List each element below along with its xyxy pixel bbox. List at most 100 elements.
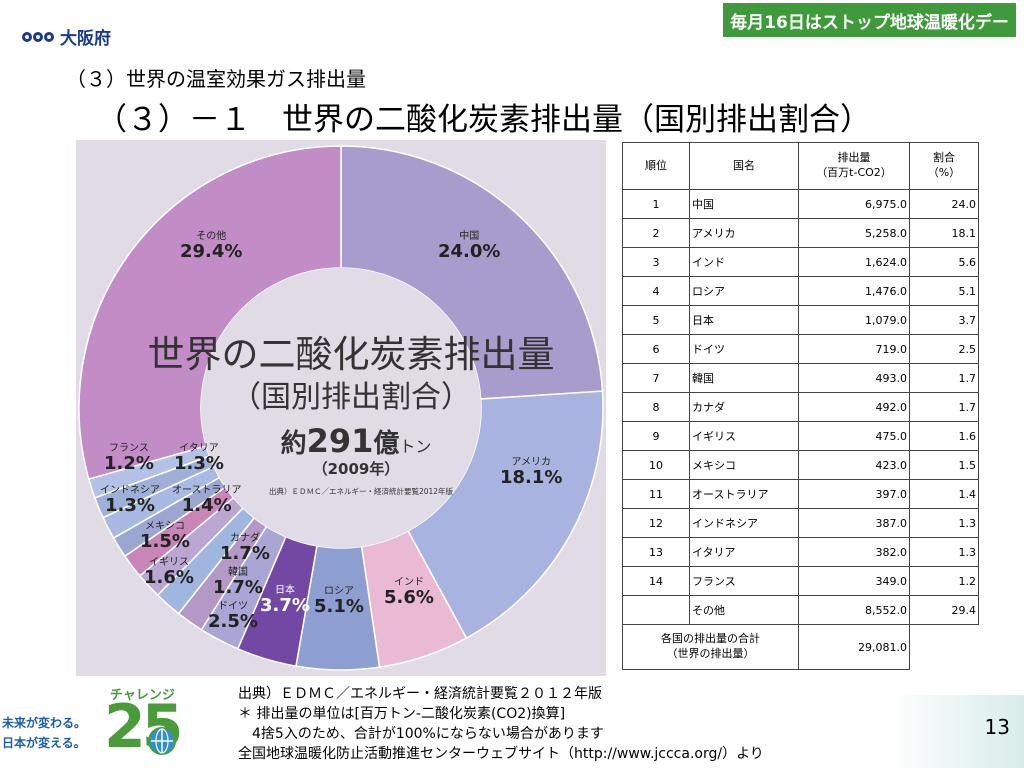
cell-amount: 475.0 [798,421,910,451]
table-row: 6 ドイツ 719.0 2.5 [622,334,979,364]
table-row: 5 日本 1,079.0 3.7 [622,305,979,335]
label-france: フランス 1.2% [104,443,154,474]
cell-country: イギリス [689,421,799,451]
cell-share: 1.3 [909,537,979,567]
cell-share: 18.1 [909,218,979,248]
page-title: （３）－１ 世界の二酸化炭素排出量（国別排出割合） [96,102,871,138]
cell-share: 1.7 [909,363,979,393]
cell-amount: 493.0 [798,363,910,393]
cell-country: フランス [689,566,799,596]
header-country: 国名 [689,142,799,190]
cell-share: 29.4 [909,595,979,625]
header-emissions: 排出量 （百万t-CO2） [798,142,910,190]
table-header-row: 順位 国名 排出量 （百万t-CO2） 割合 （%） [622,142,979,190]
chart-panel: 世界の二酸化炭素排出量 （国別排出割合） 約291億トン （2009年） 出典）… [76,140,606,676]
label-others: その他 29.4% [180,231,243,262]
cell-amount: 1,476.0 [798,276,910,306]
cell-country: アメリカ [689,218,799,248]
cell-rank: 8 [622,392,690,422]
header-share: 割合 （%） [909,142,979,190]
table-row: 11 オーストラリア 397.0 1.4 [622,479,979,509]
cell-share: 1.5 [909,450,979,480]
cell-rank: 6 [622,334,690,364]
cell-country: インドネシア [689,508,799,538]
challenge25-logo: チャレンジ 未来が変わる。 日本が変える。 25 [0,682,190,768]
table-row: その他 8,552.0 29.4 [622,595,979,625]
label-australia: オーストラリア 1.4% [172,485,242,516]
cell-rank: 5 [622,305,690,335]
label-usa: アメリカ 18.1% [500,457,563,488]
table-row: 9 イギリス 475.0 1.6 [622,421,979,451]
label-uk: イギリス 1.6% [144,557,194,588]
label-germany: ドイツ 2.5% [208,601,258,632]
table-row: 7 韓国 493.0 1.7 [622,363,979,393]
table-row: 3 インド 1,624.0 5.6 [622,247,979,277]
cell-rank [622,595,690,625]
total-prefix: 約 [280,429,307,459]
cell-share: 24.0 [909,189,979,219]
label-india: インド 5.6% [384,577,434,608]
cell-amount: 8,552.0 [798,595,910,625]
cell-rank: 3 [622,247,690,277]
cell-amount: 492.0 [798,392,910,422]
cell-country: カナダ [689,392,799,422]
note-rounding: 4捨5入のため、合計が100%にならない場合があります [238,726,604,742]
cell-amount: 1,624.0 [798,247,910,277]
chart-source: 出典）ＥＤＭＣ／エネルギー・経済統計要覧2012年版 [268,487,454,496]
cell-rank: 14 [622,566,690,596]
table-row: 8 カナダ 492.0 1.7 [622,392,979,422]
table-row: 14 フランス 349.0 1.2 [622,566,979,596]
cell-share: 1.2 [909,566,979,596]
cell-amount: 349.0 [798,566,910,596]
cell-amount: 397.0 [798,479,910,509]
globe-icon [148,727,176,755]
cell-rank: 13 [622,537,690,567]
cell-country: イタリア [689,537,799,567]
label-indonesia: インドネシア 1.3% [100,485,160,516]
note-source: 出典）ＥＤＭＣ／エネルギー・経済統計要覧２０１２年版 [238,686,602,702]
cell-rank: 10 [622,450,690,480]
cell-rank: 12 [622,508,690,538]
cell-rank: 9 [622,421,690,451]
table-row: 12 インドネシア 387.0 1.3 [622,508,979,538]
cell-amount: 423.0 [798,450,910,480]
cell-amount: 5,258.0 [798,218,910,248]
section-subtitle: （３）世界の温室効果ガス排出量 [66,67,366,91]
challenge-label: チャレンジ [110,688,175,703]
cell-share: 5.1 [909,276,979,306]
cell-share: 5.6 [909,247,979,277]
header-rank: 順位 [622,142,690,190]
campaign-banner: 毎月16日はストップ地球温暖化デー [723,3,1016,37]
chart-total: 約291億トン [246,422,466,460]
cell-rank: 7 [622,363,690,393]
label-japan: 日本 3.7% [260,585,310,616]
cell-country: ドイツ [689,334,799,364]
cell-rank: 11 [622,479,690,509]
label-canada: カナダ 1.7% [220,533,270,564]
cell-amount: 6,975.0 [798,189,910,219]
osaka-emblem-icon [22,31,54,42]
total-unit-small: トン [399,437,432,456]
emissions-table: 順位 国名 排出量 （百万t-CO2） 割合 （%） 1 中国 6,975.0 24.0 2… [622,142,979,670]
donut-hole [201,268,481,548]
total-value: 291 [306,422,374,460]
cell-share: 1.7 [909,392,979,422]
note-unit: ＊ 排出量の単位は[百万トン-二酸化炭素(CO2)換算] [238,706,566,722]
total-label: 各国の排出量の合計 （世界の排出量） [622,624,799,670]
label-china: 中国 24.0% [438,231,501,262]
table-row: 2 アメリカ 5,258.0 18.1 [622,218,979,248]
table-row: 13 イタリア 382.0 1.3 [622,537,979,567]
slogan-line1: 未来が変わる。 [2,716,87,730]
cell-share: 3.7 [909,305,979,335]
page-number: 13 [984,715,1010,739]
cell-rank: 4 [622,276,690,306]
notes: 出典）ＥＤＭＣ／エネルギー・経済統計要覧２０１２年版 ＊ 排出量の単位は[百万ト… [238,684,764,764]
label-mexico: メキシコ 1.5% [140,521,190,552]
cell-share: 1.4 [909,479,979,509]
cell-country: 中国 [689,189,799,219]
cell-amount: 387.0 [798,508,910,538]
cell-amount: 1,079.0 [798,305,910,335]
cell-share: 1.3 [909,508,979,538]
slogan-line2: 日本が変える。 [2,736,86,750]
label-russia: ロシア 5.1% [314,586,364,617]
